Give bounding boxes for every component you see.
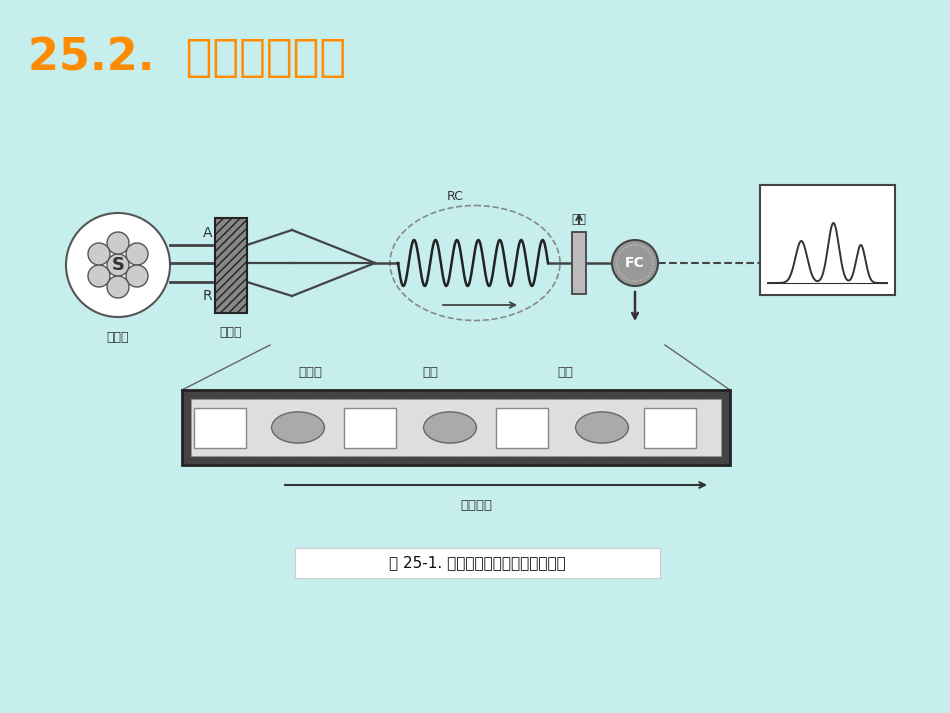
Text: 图 25-1. 气泡间隔连续流动分析示意图: 图 25-1. 气泡间隔连续流动分析示意图 bbox=[390, 555, 566, 570]
Circle shape bbox=[88, 265, 110, 287]
Bar bbox=[760, 185, 895, 295]
Circle shape bbox=[88, 243, 110, 265]
Text: 试剂: 试剂 bbox=[557, 366, 573, 379]
Text: 25.2.  流动注射分析: 25.2. 流动注射分析 bbox=[28, 36, 346, 80]
Bar bbox=[215, 218, 247, 313]
Bar bbox=[572, 232, 586, 294]
Ellipse shape bbox=[424, 412, 476, 443]
Circle shape bbox=[107, 232, 129, 254]
Circle shape bbox=[126, 243, 148, 265]
Bar bbox=[496, 408, 548, 448]
Text: RC: RC bbox=[446, 190, 464, 203]
Circle shape bbox=[612, 240, 658, 286]
Text: 空气泡: 空气泡 bbox=[298, 366, 322, 379]
Text: 踠动泅: 踠动泅 bbox=[219, 326, 242, 339]
Circle shape bbox=[107, 254, 129, 276]
Text: 流动方向: 流动方向 bbox=[460, 499, 492, 512]
Ellipse shape bbox=[576, 412, 628, 443]
Circle shape bbox=[126, 265, 148, 287]
Bar bbox=[191, 399, 721, 456]
Bar bbox=[194, 408, 246, 448]
Bar bbox=[182, 390, 730, 465]
Text: 排泡: 排泡 bbox=[572, 213, 586, 226]
Text: A: A bbox=[202, 226, 212, 240]
Ellipse shape bbox=[272, 412, 324, 443]
Text: R: R bbox=[202, 289, 212, 303]
Bar bbox=[344, 408, 396, 448]
Bar bbox=[295, 548, 660, 578]
Text: FC: FC bbox=[625, 256, 645, 270]
Circle shape bbox=[107, 276, 129, 298]
Bar bbox=[644, 408, 696, 448]
Text: S: S bbox=[111, 256, 124, 274]
Text: 试样盘: 试样盘 bbox=[106, 331, 129, 344]
Circle shape bbox=[66, 213, 170, 317]
Text: 试样: 试样 bbox=[422, 366, 438, 379]
